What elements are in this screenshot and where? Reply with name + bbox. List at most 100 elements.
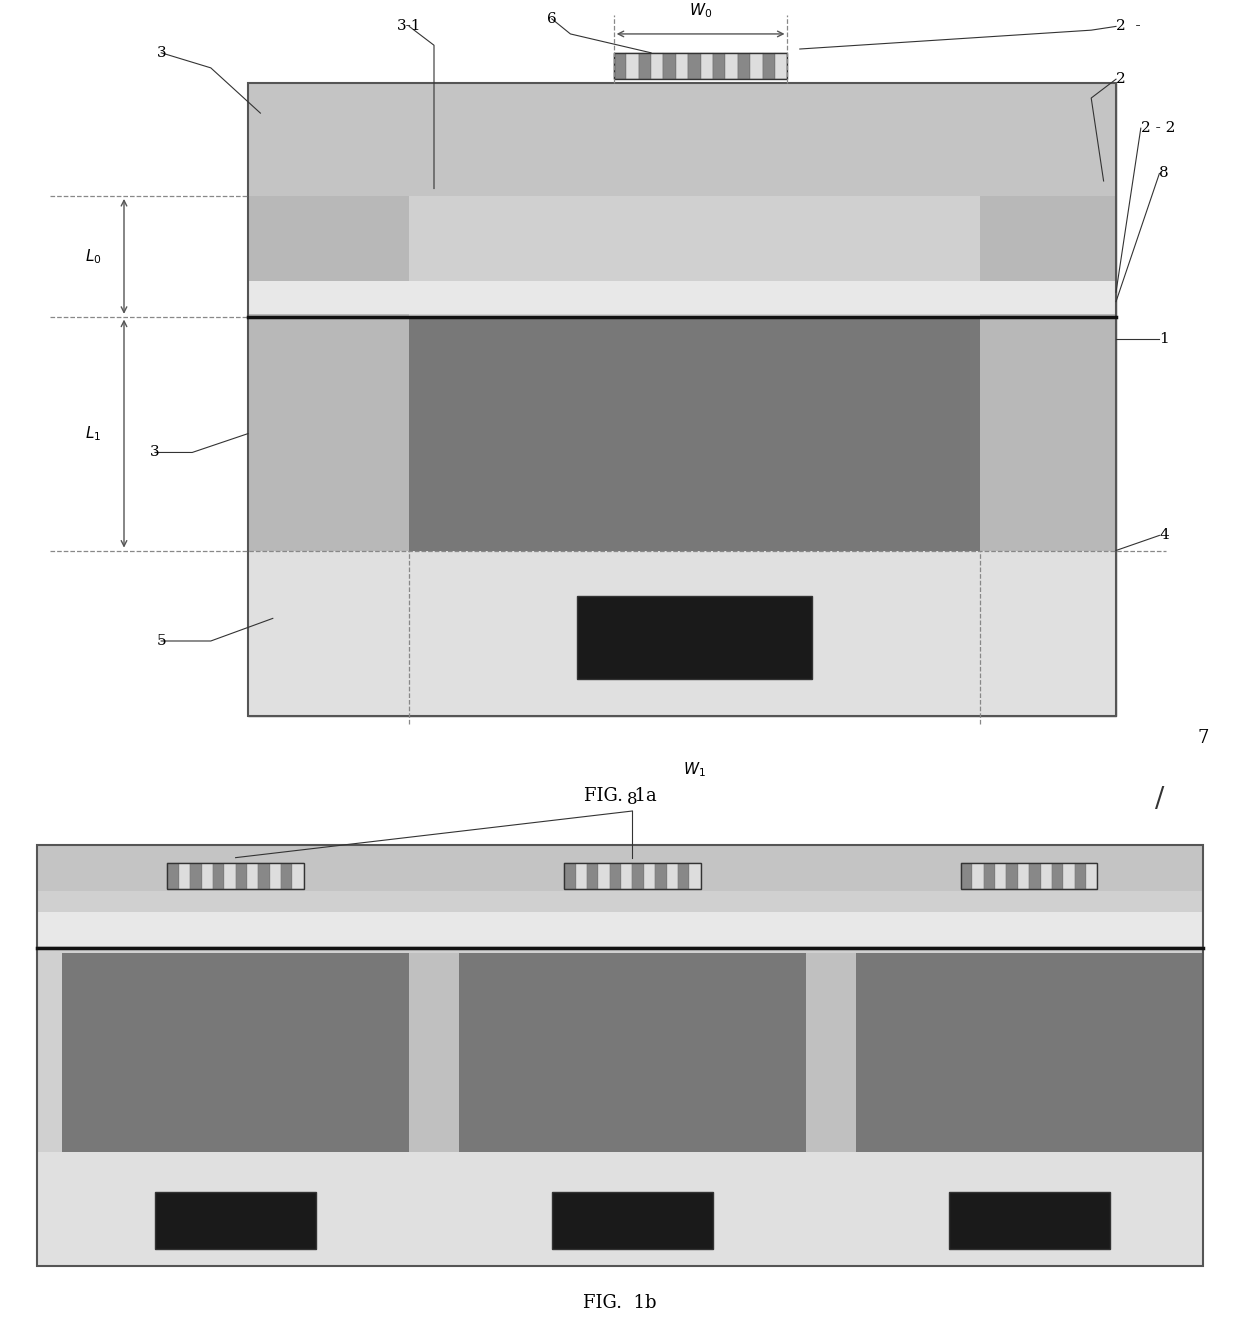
Text: /: / bbox=[1154, 786, 1164, 814]
Bar bbox=[564, 864, 575, 889]
Bar bbox=[655, 864, 667, 889]
Text: `: ` bbox=[697, 0, 704, 12]
Text: 8: 8 bbox=[1159, 167, 1169, 180]
Bar bbox=[248, 83, 1116, 717]
Bar bbox=[856, 953, 1203, 1152]
Bar bbox=[983, 864, 994, 889]
Text: $W_0$: $W_0$ bbox=[689, 1, 712, 20]
Bar bbox=[587, 864, 598, 889]
Bar bbox=[409, 316, 980, 550]
Bar bbox=[37, 845, 1203, 890]
Text: $L_0$: $L_0$ bbox=[84, 247, 102, 266]
Bar bbox=[37, 845, 1203, 1266]
Bar bbox=[980, 316, 1116, 550]
Bar bbox=[248, 83, 1116, 717]
Bar bbox=[806, 953, 856, 1152]
Bar bbox=[258, 864, 270, 889]
Text: 8: 8 bbox=[627, 791, 637, 808]
Bar bbox=[1007, 864, 1018, 889]
Text: 5: 5 bbox=[156, 634, 166, 648]
Text: 1: 1 bbox=[1159, 332, 1169, 347]
Bar bbox=[725, 53, 738, 79]
Bar bbox=[972, 864, 983, 889]
Bar bbox=[1040, 864, 1052, 889]
Bar bbox=[1063, 864, 1075, 889]
Text: FIG.  1b: FIG. 1b bbox=[583, 1294, 657, 1311]
Bar bbox=[248, 83, 1116, 196]
Bar bbox=[775, 53, 787, 79]
Bar bbox=[201, 864, 213, 889]
Bar bbox=[644, 864, 655, 889]
Bar bbox=[293, 864, 304, 889]
Bar bbox=[167, 864, 304, 889]
Bar bbox=[738, 53, 750, 79]
Text: $L_1$: $L_1$ bbox=[84, 425, 102, 443]
Bar bbox=[1029, 864, 1040, 889]
Bar bbox=[37, 912, 1203, 946]
Bar bbox=[961, 864, 972, 889]
Bar bbox=[248, 196, 1116, 316]
Bar bbox=[632, 864, 644, 889]
Bar bbox=[248, 316, 409, 550]
Bar bbox=[577, 595, 812, 679]
Bar bbox=[179, 864, 190, 889]
Bar bbox=[552, 1192, 713, 1249]
Bar bbox=[213, 864, 224, 889]
Bar bbox=[37, 1152, 1203, 1266]
Bar bbox=[167, 864, 179, 889]
Bar bbox=[248, 550, 1116, 717]
Bar bbox=[575, 864, 587, 889]
Text: 2 - 2: 2 - 2 bbox=[1141, 122, 1176, 135]
Bar bbox=[949, 1192, 1110, 1249]
Bar bbox=[621, 864, 632, 889]
Bar bbox=[688, 53, 701, 79]
Bar bbox=[155, 1192, 316, 1249]
Bar bbox=[281, 864, 293, 889]
Text: 7: 7 bbox=[1198, 729, 1209, 746]
Bar bbox=[614, 53, 626, 79]
Bar bbox=[980, 196, 1116, 316]
Text: 6: 6 bbox=[547, 12, 557, 26]
Text: 3: 3 bbox=[150, 446, 160, 459]
Text: $W_1$: $W_1$ bbox=[683, 759, 706, 778]
Bar bbox=[639, 53, 651, 79]
Bar bbox=[62, 953, 409, 1152]
Bar bbox=[190, 864, 201, 889]
Bar bbox=[651, 53, 663, 79]
Bar bbox=[409, 953, 459, 1152]
Bar bbox=[994, 864, 1007, 889]
Text: 4: 4 bbox=[1159, 528, 1169, 542]
Bar bbox=[961, 864, 1097, 889]
Bar bbox=[676, 53, 688, 79]
Bar bbox=[689, 864, 701, 889]
Bar bbox=[701, 53, 713, 79]
Bar bbox=[750, 53, 763, 79]
Bar bbox=[610, 864, 621, 889]
Bar bbox=[1018, 864, 1029, 889]
Bar bbox=[459, 953, 806, 1152]
Bar bbox=[763, 53, 775, 79]
Text: FIG.  1a: FIG. 1a bbox=[584, 787, 656, 804]
Bar bbox=[626, 53, 639, 79]
Bar bbox=[1052, 864, 1063, 889]
Bar bbox=[224, 864, 236, 889]
Bar bbox=[713, 53, 725, 79]
Bar bbox=[37, 890, 1203, 953]
Bar bbox=[236, 864, 247, 889]
Bar bbox=[614, 53, 787, 79]
Bar bbox=[270, 864, 281, 889]
Bar bbox=[247, 864, 258, 889]
Text: 2: 2 bbox=[1116, 73, 1126, 86]
Bar bbox=[248, 196, 409, 316]
Bar bbox=[667, 864, 678, 889]
Bar bbox=[678, 864, 689, 889]
Bar bbox=[1086, 864, 1097, 889]
Bar bbox=[599, 864, 610, 889]
Text: 2  -: 2 - bbox=[1116, 20, 1141, 33]
Bar bbox=[663, 53, 676, 79]
Text: 3-1: 3-1 bbox=[397, 20, 422, 33]
Bar bbox=[248, 280, 1116, 315]
Bar bbox=[1075, 864, 1086, 889]
Bar bbox=[564, 864, 701, 889]
Bar bbox=[37, 845, 1203, 1266]
